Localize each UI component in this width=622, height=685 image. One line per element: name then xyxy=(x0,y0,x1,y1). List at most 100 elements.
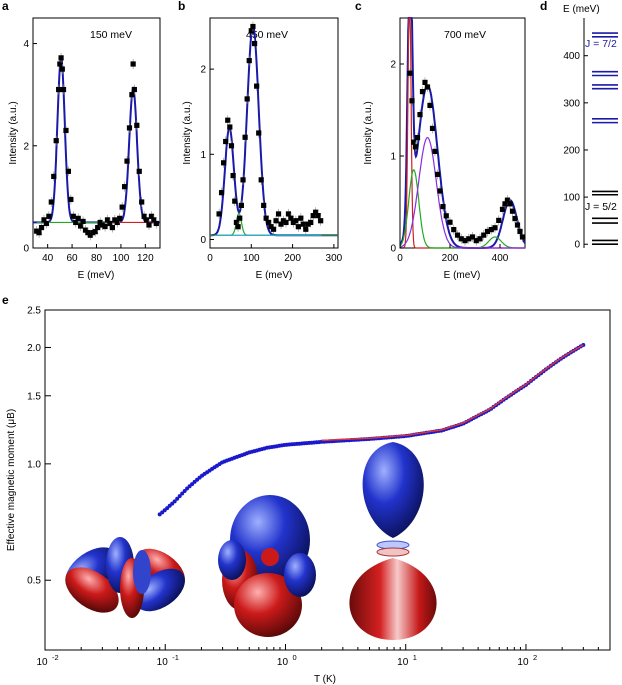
data-point xyxy=(114,219,120,226)
y-tick-label: 1 xyxy=(390,152,396,163)
y-tick-label: 4 xyxy=(23,39,29,50)
y-label-d: E (meV) xyxy=(563,4,600,15)
data-point xyxy=(148,213,155,219)
data-point xyxy=(244,96,250,102)
data-point xyxy=(242,134,248,140)
orbital-pz-illustration xyxy=(349,442,437,640)
moment-point xyxy=(177,494,182,499)
x-tick-label: 0 xyxy=(397,253,403,264)
data-point xyxy=(104,217,111,223)
x-tick-label: 200 xyxy=(284,253,301,264)
data-point xyxy=(126,125,133,131)
x-tick-label: 300 xyxy=(326,253,343,264)
data-point xyxy=(107,220,113,227)
data-point xyxy=(73,219,79,226)
data-point xyxy=(507,201,513,207)
points-b xyxy=(216,21,324,235)
y-tick-label: 0.5 xyxy=(27,576,41,587)
data-point xyxy=(65,168,72,174)
annotation-a: 150 meV xyxy=(90,29,132,41)
x-label-b: E (meV) xyxy=(256,270,293,281)
data-point xyxy=(434,171,441,177)
data-point xyxy=(437,188,443,194)
data-point xyxy=(36,230,42,236)
panel-c: c 700 meV 0 200 400 0 1 2 E (meV) Intensity … xyxy=(355,0,526,281)
orbital-asymmetric-illustration xyxy=(218,495,316,637)
y-label-c: Intensity (a.u.) xyxy=(363,101,374,164)
data-point xyxy=(298,215,304,221)
x-tick-label: 200 xyxy=(442,253,459,264)
y-tick-label: 0 xyxy=(574,240,580,251)
x-tick-label: 100 xyxy=(243,253,260,264)
y-label-b: Intensity (a.u.) xyxy=(182,101,193,164)
data-point xyxy=(261,202,267,209)
data-point xyxy=(519,234,526,240)
data-point xyxy=(454,232,461,238)
x-tick-label: 400 xyxy=(492,253,509,264)
data-point xyxy=(250,23,256,30)
data-point xyxy=(58,55,64,61)
panel-d: d E (meV) 0 100 200 300 400 J = 7/2 J = 5/2 xyxy=(540,0,618,251)
y-tick-label: 1.5 xyxy=(27,391,41,402)
data-point xyxy=(278,221,284,227)
y-tick-label: 0 xyxy=(390,244,396,255)
data-point xyxy=(422,79,428,85)
data-point xyxy=(447,219,453,225)
x-ticks-b: 0 100 200 300 xyxy=(207,244,343,264)
data-point xyxy=(131,86,137,93)
y-ticks-a: 0 2 4 xyxy=(23,39,37,255)
orbital-butterfly-illustration xyxy=(65,537,185,618)
curve-fit-b xyxy=(210,24,338,237)
data-point xyxy=(443,213,449,219)
data-point xyxy=(295,224,301,230)
data-point xyxy=(124,158,130,164)
data-point xyxy=(223,138,229,145)
y-tick-label: 400 xyxy=(563,51,580,62)
x-tick-label: 40 xyxy=(42,253,54,264)
data-point xyxy=(56,86,62,93)
data-point xyxy=(407,70,413,76)
data-point xyxy=(315,213,321,219)
data-point xyxy=(216,211,222,217)
annotation-b: 450 meV xyxy=(246,29,288,41)
moment-point xyxy=(180,491,185,496)
y-label-e: Effective magnetic moment (μB) xyxy=(6,409,17,551)
data-point xyxy=(228,143,235,149)
data-point xyxy=(151,217,157,223)
x-label-e: T (K) xyxy=(314,674,336,685)
data-point xyxy=(78,223,84,229)
data-point xyxy=(283,219,289,226)
y-tick-label: 200 xyxy=(563,145,580,156)
data-point xyxy=(240,177,246,183)
points-a xyxy=(34,52,159,241)
y-ticks-e: 0.5 1.0 1.5 2.0 2.5 xyxy=(27,306,51,587)
data-point xyxy=(313,209,319,215)
data-point xyxy=(293,218,299,224)
data-point xyxy=(270,226,277,232)
data-point xyxy=(238,202,244,209)
data-point xyxy=(63,127,69,134)
data-point xyxy=(258,177,264,183)
data-point xyxy=(51,173,57,180)
data-point xyxy=(273,218,279,224)
data-point xyxy=(230,172,236,179)
moment-point xyxy=(175,496,180,501)
data-point xyxy=(59,66,65,72)
data-point xyxy=(509,208,516,214)
data-point xyxy=(75,215,81,221)
data-point xyxy=(481,232,487,238)
y-tick-label: 0 xyxy=(200,235,206,246)
y-tick-label: 2.5 xyxy=(27,306,41,317)
data-point xyxy=(218,190,225,196)
data-point xyxy=(266,219,272,226)
data-point xyxy=(153,220,159,227)
data-point xyxy=(146,222,152,228)
x-ticks-a: 40 60 80 100 120 xyxy=(42,244,154,264)
y-ticks-b: 0 1 2 xyxy=(200,65,214,246)
y-tick-label: 2 xyxy=(390,60,396,71)
data-point xyxy=(109,224,115,231)
y-tick-label: 2 xyxy=(23,141,29,152)
data-point xyxy=(53,138,59,144)
curve-purple-c xyxy=(399,136,525,249)
y-tick-label: 1 xyxy=(200,150,206,161)
